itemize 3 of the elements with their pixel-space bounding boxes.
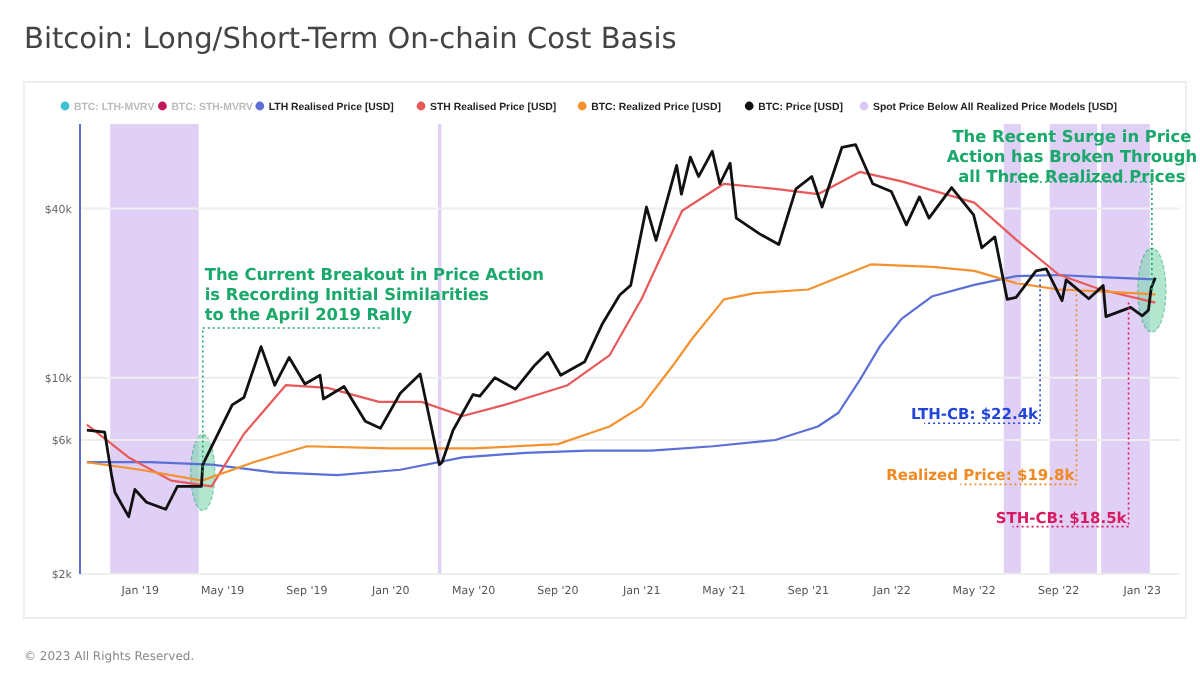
annotation: The Current Breakout in Price Action is Recording Initial Similarities to the April 2019 Rally xyxy=(204,264,545,324)
annotation: The Recent Surge in Price Action has Broken Through all Three Realized Prices xyxy=(946,126,1198,186)
chart-title: Bitcoin: Long/Short-Term On-chain Cost Basis xyxy=(24,24,677,56)
